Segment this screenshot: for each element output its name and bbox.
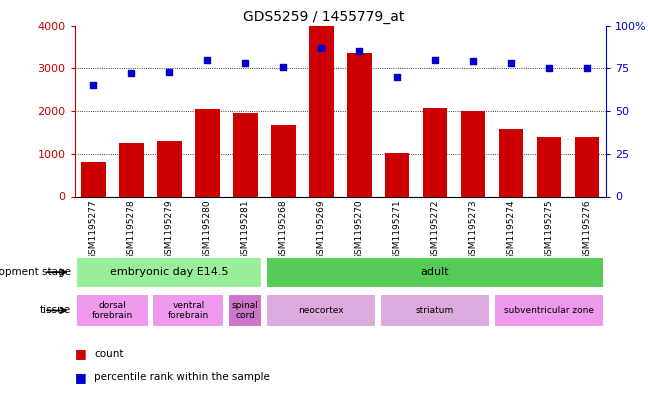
Text: ventral
forebrain: ventral forebrain bbox=[168, 301, 209, 320]
Bar bbox=[494, 294, 604, 327]
Text: GSM1195277: GSM1195277 bbox=[89, 199, 98, 260]
Bar bbox=[81, 162, 106, 196]
Point bbox=[544, 65, 554, 72]
Text: adult: adult bbox=[421, 267, 450, 277]
Bar bbox=[309, 26, 334, 196]
Point bbox=[468, 58, 478, 64]
Bar bbox=[385, 153, 410, 196]
Text: dorsal
forebrain: dorsal forebrain bbox=[92, 301, 133, 320]
Text: GSM1195269: GSM1195269 bbox=[317, 199, 326, 260]
Text: GSM1195272: GSM1195272 bbox=[430, 199, 439, 260]
Point bbox=[582, 65, 592, 72]
Bar bbox=[380, 294, 490, 327]
Text: percentile rank within the sample: percentile rank within the sample bbox=[94, 372, 270, 382]
Text: tissue: tissue bbox=[40, 305, 71, 316]
Text: embryonic day E14.5: embryonic day E14.5 bbox=[110, 267, 229, 277]
Bar bbox=[195, 109, 220, 196]
Text: GDS5259 / 1455779_at: GDS5259 / 1455779_at bbox=[243, 10, 405, 24]
Bar bbox=[266, 294, 376, 327]
Bar bbox=[266, 257, 604, 288]
Point bbox=[164, 68, 174, 75]
Text: ■: ■ bbox=[75, 347, 86, 360]
Bar bbox=[537, 137, 561, 196]
Text: GSM1195271: GSM1195271 bbox=[393, 199, 402, 260]
Bar bbox=[76, 257, 262, 288]
Point bbox=[88, 82, 98, 88]
Text: GSM1195270: GSM1195270 bbox=[354, 199, 364, 260]
Point bbox=[354, 48, 364, 54]
Text: GSM1195280: GSM1195280 bbox=[203, 199, 212, 260]
Text: GSM1195279: GSM1195279 bbox=[165, 199, 174, 260]
Bar bbox=[347, 53, 371, 196]
Bar bbox=[119, 143, 144, 196]
Text: GSM1195276: GSM1195276 bbox=[583, 199, 592, 260]
Point bbox=[506, 60, 516, 66]
Text: striatum: striatum bbox=[416, 306, 454, 315]
Bar bbox=[152, 294, 224, 327]
Bar bbox=[157, 141, 181, 196]
Text: GSM1195268: GSM1195268 bbox=[279, 199, 288, 260]
Text: spinal
cord: spinal cord bbox=[232, 301, 259, 320]
Text: count: count bbox=[94, 349, 124, 359]
Text: GSM1195281: GSM1195281 bbox=[241, 199, 250, 260]
Point bbox=[202, 57, 213, 63]
Text: GSM1195273: GSM1195273 bbox=[469, 199, 478, 260]
Bar bbox=[228, 294, 262, 327]
Point bbox=[392, 73, 402, 80]
Text: ■: ■ bbox=[75, 371, 86, 384]
Point bbox=[240, 60, 251, 66]
Bar bbox=[422, 108, 447, 196]
Bar bbox=[461, 111, 485, 196]
Text: neocortex: neocortex bbox=[299, 306, 344, 315]
Point bbox=[316, 45, 327, 51]
Point bbox=[430, 57, 440, 63]
Text: GSM1195274: GSM1195274 bbox=[507, 199, 516, 260]
Point bbox=[278, 63, 288, 70]
Bar bbox=[76, 294, 148, 327]
Bar bbox=[499, 129, 524, 196]
Bar bbox=[233, 113, 258, 196]
Point bbox=[126, 70, 137, 77]
Bar bbox=[575, 137, 599, 196]
Text: GSM1195275: GSM1195275 bbox=[544, 199, 553, 260]
Text: development stage: development stage bbox=[0, 267, 71, 277]
Text: subventricular zone: subventricular zone bbox=[504, 306, 594, 315]
Text: GSM1195278: GSM1195278 bbox=[127, 199, 136, 260]
Bar bbox=[271, 125, 295, 196]
